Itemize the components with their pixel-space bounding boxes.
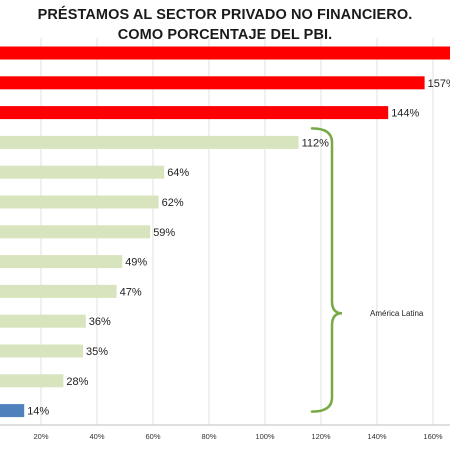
x-tick-label: 120% bbox=[311, 432, 331, 441]
america-latina-brace bbox=[310, 127, 343, 413]
bar-value-label: 47% bbox=[120, 286, 142, 298]
bar bbox=[0, 165, 165, 179]
bar-value-label: 36% bbox=[89, 316, 111, 328]
bar-value-label: 14% bbox=[27, 406, 49, 418]
bar bbox=[0, 106, 389, 120]
bar bbox=[0, 404, 25, 418]
x-tick-label: 140% bbox=[367, 432, 387, 441]
bar bbox=[0, 46, 450, 60]
bars: 157% 144% 112% 64% 62% 59% 49% 47% 36% 35% 28% 14% bbox=[0, 46, 450, 418]
brace-label: América Latina bbox=[370, 309, 424, 318]
chart-title-line-1: PRÉSTAMOS AL SECTOR PRIVADO NO FINANCIER… bbox=[37, 7, 413, 23]
x-tick-label: 40% bbox=[89, 432, 104, 441]
bar bbox=[0, 314, 86, 328]
bar bbox=[0, 135, 299, 149]
x-tick-label: 160% bbox=[423, 432, 443, 441]
chart-title-line-2: COMO PORCENTAJE DEL PBI. bbox=[117, 27, 333, 43]
bar-value-label: 144% bbox=[391, 108, 419, 120]
bar-value-label: 64% bbox=[167, 167, 189, 179]
bar bbox=[0, 225, 151, 239]
x-tick-label: 60% bbox=[145, 432, 160, 441]
bar-value-label: 62% bbox=[162, 197, 184, 209]
bar-value-label: 112% bbox=[302, 137, 330, 149]
bar-value-label: 35% bbox=[86, 346, 108, 358]
x-tick-label: 80% bbox=[201, 432, 216, 441]
bar bbox=[0, 255, 123, 269]
chart-title: PRÉSTAMOS AL SECTOR PRIVADO NO FINANCIER… bbox=[0, 0, 450, 45]
bar-value-label: 49% bbox=[125, 257, 147, 269]
bar bbox=[0, 344, 83, 358]
gridlines bbox=[40, 38, 434, 425]
bar bbox=[0, 76, 425, 90]
bar-value-label: 157% bbox=[428, 78, 450, 90]
bar-value-label: 59% bbox=[153, 227, 175, 239]
bar bbox=[0, 284, 117, 298]
x-tick-label: 20% bbox=[33, 432, 48, 441]
x-tick-labels: 20% 40% 60% 80% 100% 120% 140% 160% bbox=[33, 432, 442, 441]
bar bbox=[0, 374, 64, 388]
bar-value-label: 28% bbox=[66, 376, 88, 388]
x-tick-label: 100% bbox=[255, 432, 275, 441]
bar bbox=[0, 195, 159, 209]
